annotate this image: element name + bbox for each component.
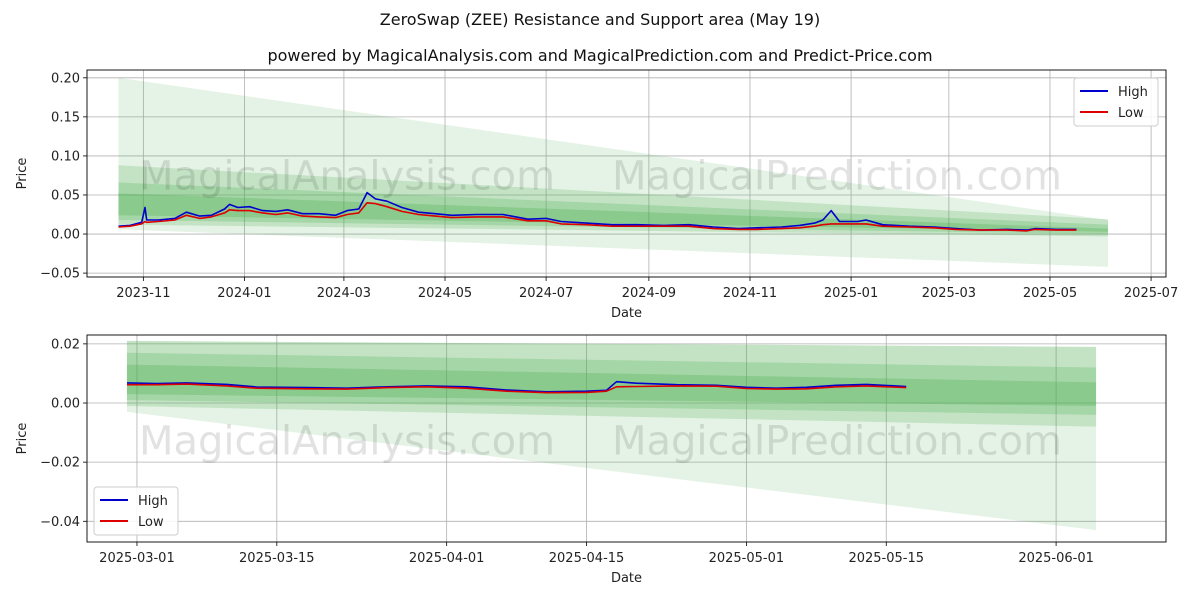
x-axis-label: Date xyxy=(611,306,642,321)
x-tick-label: 2025-06-01 xyxy=(1018,551,1094,566)
legend-label-high: High xyxy=(138,494,168,509)
y-tick-label: 0.10 xyxy=(51,149,80,164)
support-resistance-band xyxy=(118,165,1108,237)
watermark-text: MagicalAnalysis.com xyxy=(139,419,555,465)
support-resistance-band xyxy=(126,352,1097,415)
axes-frame xyxy=(86,69,1167,278)
support-resistance-band xyxy=(118,193,1108,232)
x-tick-label: 2025-03-01 xyxy=(99,551,175,566)
support-resistance-band xyxy=(126,340,1097,427)
x-tick-label: 2025-05 xyxy=(1023,286,1077,301)
y-tick-label: 0.00 xyxy=(51,228,80,243)
watermark-text: MagicalAnalysis.com xyxy=(139,154,555,200)
plot-area: MagicalAnalysis.com MagicalPrediction.com xyxy=(126,340,1097,531)
panel-full-history: MagicalAnalysis.com MagicalPrediction.com… xyxy=(15,69,1178,321)
x-tick-label: 2024-09 xyxy=(622,286,676,301)
watermark-text: MagicalPrediction.com xyxy=(612,419,1062,465)
legend: High Low xyxy=(1073,77,1159,127)
x-tick-label: 2025-01 xyxy=(824,286,878,301)
watermark: MagicalAnalysis.com MagicalPrediction.com xyxy=(139,419,1062,465)
legend-label-low: Low xyxy=(138,515,164,530)
x-tick-label: 2024-03 xyxy=(317,286,371,301)
watermark-text: MagicalPrediction.com xyxy=(612,154,1062,200)
y-tick-label: 0.20 xyxy=(51,71,80,86)
series-line-low xyxy=(118,202,1077,232)
x-tick-label: 2025-03 xyxy=(922,286,976,301)
y-tick-label: −0.02 xyxy=(40,456,80,471)
chart-subtitle: powered by MagicalAnalysis.com and Magic… xyxy=(267,46,933,65)
y-tick-label: 0.05 xyxy=(51,188,80,203)
x-tick-label: 2025-05-15 xyxy=(848,551,924,566)
x-tick-label: 2025-04-01 xyxy=(409,551,485,566)
x-tick-label: 2025-04-15 xyxy=(549,551,625,566)
legend: High Low xyxy=(93,486,179,536)
x-tick-label: 2024-11 xyxy=(723,286,777,301)
x-tick-label: 2023-11 xyxy=(116,286,170,301)
panel-recent-zoom: MagicalAnalysis.com MagicalPrediction.com… xyxy=(15,334,1167,586)
series-line-low xyxy=(127,383,907,394)
y-tick-label: −0.04 xyxy=(40,515,80,530)
series-line-high xyxy=(126,380,907,393)
legend-label-high: High xyxy=(1118,85,1148,100)
plot-area: MagicalAnalysis.com MagicalPrediction.com xyxy=(118,77,1108,267)
x-tick-label: 2025-05-01 xyxy=(709,551,785,566)
chart-title: ZeroSwap (ZEE) Resistance and Support ar… xyxy=(379,10,821,29)
x-tick-label: 2025-03-15 xyxy=(239,551,315,566)
support-resistance-band xyxy=(118,77,1108,267)
y-tick-label: 0.00 xyxy=(51,397,80,412)
y-tick-label: 0.02 xyxy=(51,337,80,352)
x-tick-label: 2024-01 xyxy=(217,286,271,301)
x-tick-label: 2025-07 xyxy=(1124,286,1178,301)
y-axis-label: Price xyxy=(15,423,30,455)
y-tick-label: −0.05 xyxy=(40,267,80,282)
watermark: MagicalAnalysis.com MagicalPrediction.com xyxy=(139,154,1062,200)
series-line-high xyxy=(118,191,1077,231)
legend-label-low: Low xyxy=(1118,106,1144,121)
x-tick-label: 2024-07 xyxy=(519,286,573,301)
x-axis-label: Date xyxy=(611,571,642,586)
x-tick-label: 2024-05 xyxy=(418,286,472,301)
y-tick-label: 0.15 xyxy=(51,110,80,125)
y-axis-label: Price xyxy=(15,158,30,190)
axes-frame xyxy=(86,334,1167,543)
